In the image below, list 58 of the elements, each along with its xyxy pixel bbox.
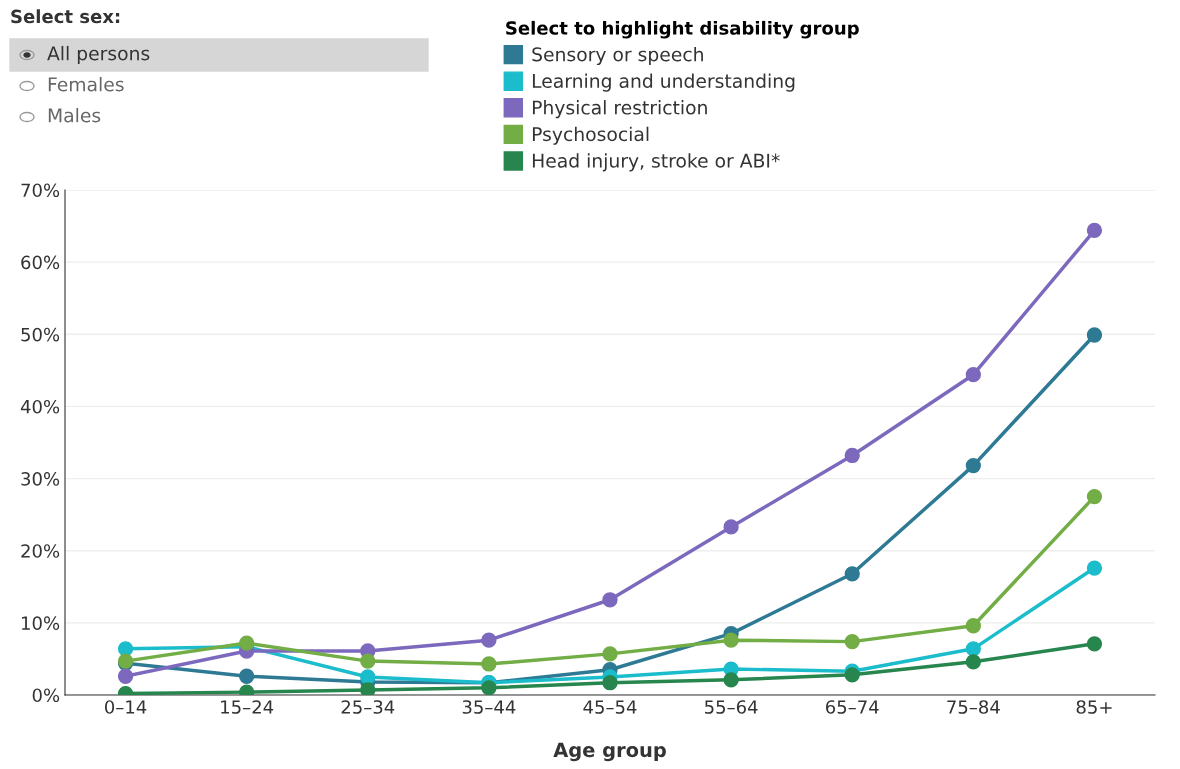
- point: [239, 668, 255, 684]
- text: All persons: [47, 45, 150, 65]
- legend-label: Head injury, stroke or ABI*: [532, 153, 780, 172]
- point: [965, 641, 981, 657]
- point: [965, 367, 981, 383]
- x-tick-label: 55–64: [705, 700, 758, 714]
- point: [1086, 560, 1103, 576]
- x-axis-title: Age group: [553, 742, 666, 762]
- x-tick-label: 25–34: [341, 700, 395, 714]
- x-tick-label: 45–54: [583, 700, 637, 714]
- x-tick-label: 65–74: [825, 700, 879, 714]
- x-tick-label: 15–24: [221, 700, 274, 714]
- point: [844, 667, 860, 683]
- point: [1086, 222, 1103, 239]
- point: [117, 641, 134, 657]
- x-tick-label: 0–14: [105, 700, 147, 714]
- y-tick-label: 10%: [21, 616, 60, 630]
- point: [481, 680, 497, 695]
- y-tick-label: 50%: [21, 327, 60, 342]
- y-tick-label: 20%: [21, 544, 60, 558]
- x-tick-label: 85+: [1076, 700, 1112, 714]
- y-tick-label: 40%: [20, 399, 60, 414]
- point: [723, 672, 739, 688]
- x-tick-label: 75–84: [947, 700, 1000, 714]
- point: [723, 632, 739, 648]
- legend-title: Select to highlight disability group: [506, 20, 859, 39]
- point: [1086, 327, 1103, 343]
- y-tick-label: 70%: [21, 183, 60, 198]
- text: Females: [48, 76, 124, 92]
- x-tick-label: 35–44: [462, 700, 516, 714]
- point: [602, 675, 618, 691]
- point: [239, 635, 255, 651]
- point: [360, 669, 376, 685]
- point: [117, 668, 134, 684]
- y-tick-label: 30%: [21, 472, 60, 486]
- point: [602, 646, 618, 662]
- point: [360, 682, 376, 695]
- legend-label: Learning and understanding: [532, 73, 795, 92]
- y-tick-label: 0%: [32, 688, 60, 703]
- text: Select sex:: [11, 9, 120, 24]
- point: [1086, 636, 1103, 652]
- point: [481, 632, 497, 648]
- legend-label: Physical restriction: [532, 100, 707, 119]
- point: [602, 592, 618, 608]
- point: [844, 633, 860, 650]
- y-tick-label: 60%: [21, 255, 60, 270]
- point: [965, 457, 981, 474]
- legend-label: Sensory or speech: [532, 46, 703, 66]
- point: [965, 654, 981, 670]
- legend-label: Psychosocial: [532, 126, 649, 145]
- point: [1086, 488, 1103, 505]
- point: [844, 566, 860, 582]
- point: [360, 653, 376, 669]
- point: [965, 618, 981, 634]
- point: [481, 656, 497, 672]
- text: Males: [48, 107, 101, 123]
- point: [723, 519, 739, 535]
- point: [844, 447, 860, 464]
